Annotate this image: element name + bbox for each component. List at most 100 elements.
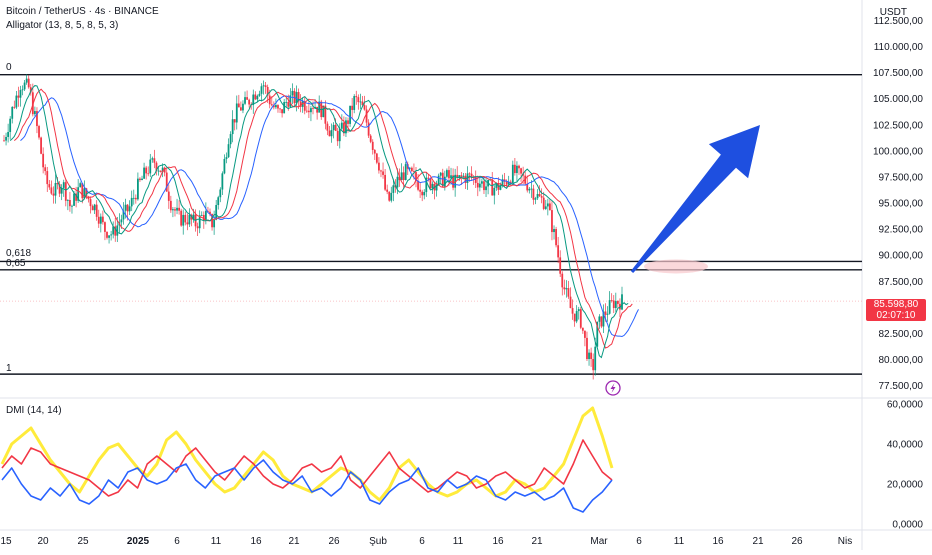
candle-body bbox=[62, 182, 65, 188]
candle-body bbox=[299, 101, 302, 107]
candle-body bbox=[606, 313, 609, 315]
candle-body bbox=[421, 191, 424, 196]
candle-body bbox=[73, 193, 75, 206]
candle-body bbox=[110, 234, 113, 236]
indicator-label[interactable]: Alligator (13, 8, 5, 8, 5, 3) bbox=[6, 20, 119, 31]
candle-body bbox=[196, 226, 199, 229]
candle-body bbox=[365, 109, 368, 123]
candle-body bbox=[221, 173, 224, 190]
candle-body bbox=[21, 89, 24, 91]
candle-body bbox=[343, 122, 345, 134]
candle-body bbox=[184, 214, 187, 223]
candle-body bbox=[54, 183, 57, 196]
candle-body bbox=[373, 149, 376, 154]
candle-body bbox=[540, 196, 543, 198]
price-tick-label: 95.000,00 bbox=[879, 199, 924, 210]
price-tick-label: 82.500,00 bbox=[879, 329, 924, 340]
candle-body bbox=[15, 95, 18, 108]
candle-body bbox=[145, 167, 148, 174]
candle-body bbox=[272, 105, 275, 108]
candle-body bbox=[233, 119, 236, 123]
candle-body bbox=[536, 194, 539, 199]
candle-body bbox=[565, 288, 568, 290]
candle-body bbox=[567, 288, 570, 297]
candle-body bbox=[511, 164, 514, 183]
candle-body bbox=[295, 92, 298, 104]
candle-body bbox=[563, 287, 566, 290]
candle-body bbox=[448, 170, 450, 179]
candle-body bbox=[79, 183, 82, 188]
candle-body bbox=[450, 175, 452, 179]
fib-label-65: 0,65 bbox=[6, 258, 26, 269]
current-price-value: 85.598,80 bbox=[873, 299, 919, 310]
candle-body bbox=[192, 214, 195, 220]
current-price-badge[interactable]: 85.598,80 02:07:10 bbox=[866, 299, 926, 321]
candle-body bbox=[509, 181, 512, 183]
candle-body bbox=[277, 105, 279, 109]
candle-body bbox=[161, 167, 164, 172]
candle-body bbox=[50, 187, 53, 194]
candle-body bbox=[291, 90, 294, 96]
dmi-label[interactable]: DMI (14, 14) bbox=[6, 405, 62, 416]
time-tick-label: 15 bbox=[0, 536, 12, 547]
candle-body bbox=[571, 308, 574, 314]
time-tick-label: 6 bbox=[636, 536, 642, 547]
candle-body bbox=[169, 200, 172, 211]
candle-body bbox=[462, 175, 465, 177]
dmi-tick-label: 40,0000 bbox=[887, 440, 924, 451]
price-tick-label: 107.500,00 bbox=[873, 68, 923, 79]
candle-body bbox=[213, 219, 216, 228]
candle-body bbox=[410, 167, 413, 172]
candle-body bbox=[262, 85, 265, 87]
candle-body bbox=[557, 245, 560, 258]
candle-body bbox=[217, 197, 220, 206]
candle-body bbox=[507, 181, 510, 185]
candle-body bbox=[592, 358, 595, 371]
candle-body bbox=[44, 167, 47, 172]
candle-body bbox=[443, 176, 446, 187]
candle-body bbox=[48, 184, 51, 188]
candle-body bbox=[396, 176, 399, 188]
candle-body bbox=[176, 207, 178, 211]
candle-body bbox=[97, 216, 100, 224]
candle-body bbox=[349, 105, 351, 124]
candle-body bbox=[577, 309, 580, 312]
currency-label[interactable]: USDT bbox=[879, 7, 907, 18]
candle-body bbox=[87, 196, 90, 200]
candle-body bbox=[227, 144, 230, 158]
candle-body bbox=[559, 257, 562, 274]
time-tick-label: 25 bbox=[77, 536, 89, 547]
candle-body bbox=[9, 118, 12, 133]
candle-body bbox=[435, 184, 438, 191]
candle-body bbox=[89, 199, 92, 207]
candle-body bbox=[538, 194, 541, 197]
candle-body bbox=[165, 172, 168, 192]
candle-body bbox=[126, 204, 129, 212]
price-tick-label: 90.000,00 bbox=[879, 251, 924, 262]
candle-body bbox=[446, 170, 448, 177]
candle-body bbox=[40, 137, 42, 154]
candle-body bbox=[34, 111, 36, 115]
candle-body bbox=[542, 197, 545, 209]
candle-body bbox=[528, 188, 531, 191]
candle-body bbox=[36, 111, 38, 127]
candle-body bbox=[112, 226, 115, 235]
candle-body bbox=[355, 96, 358, 98]
candle-body bbox=[369, 135, 372, 142]
candle-body bbox=[242, 103, 244, 111]
candle-body bbox=[219, 189, 222, 198]
target-zone bbox=[644, 259, 708, 274]
candle-body bbox=[101, 216, 104, 223]
candle-body bbox=[159, 170, 162, 172]
candle-body bbox=[384, 174, 386, 190]
candle-body bbox=[147, 173, 150, 175]
trend-arrow bbox=[630, 125, 760, 273]
candle-body bbox=[532, 188, 535, 200]
candle-body bbox=[248, 99, 251, 105]
candle-body bbox=[244, 97, 246, 104]
symbol-title[interactable]: Bitcoin / TetherUS · 4s · BINANCE bbox=[6, 6, 159, 17]
candle-body bbox=[388, 191, 391, 201]
candle-body bbox=[13, 106, 16, 108]
